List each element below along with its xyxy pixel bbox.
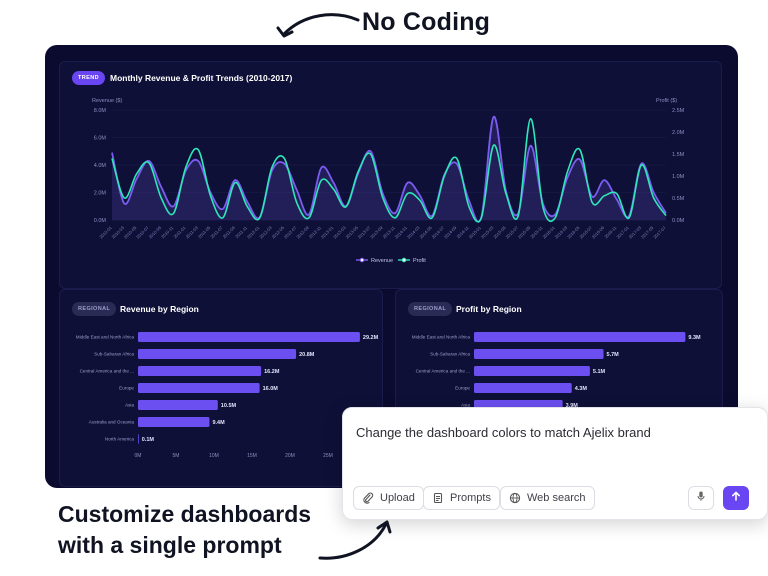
- bar-value-label: 5.7M: [607, 352, 620, 358]
- prompt-box[interactable]: Change the dashboard colors to match Aje…: [342, 407, 768, 520]
- bar-value-label: 29.2M: [363, 335, 379, 341]
- legend-profit-label: Profit: [413, 258, 426, 264]
- trend-chart: 0.0M 2.0M 4.0M 6.0M 8.0M 0.0M 0.5M 1.0M 1.5M 2.0M…: [94, 108, 685, 264]
- x-tick-label: 2011-09: [222, 225, 237, 240]
- bar-category-label: Middle East and North Africa: [412, 335, 471, 340]
- bar-category-label: Central America and the ...: [80, 369, 134, 374]
- legend-profit-marker: [401, 257, 407, 263]
- y2-tick-label: 2.5M: [672, 108, 685, 114]
- upload-label: Upload: [380, 492, 415, 504]
- y-tick-label: 6.0M: [94, 136, 107, 142]
- web-search-button[interactable]: Web search: [500, 486, 595, 510]
- y2-tick-label: 1.0M: [672, 174, 685, 180]
- profit-bar-chart: Middle East and North Africa 9.3M Sub-Saha…: [412, 332, 701, 410]
- bar-category-label: Europe: [119, 386, 134, 391]
- bar: [138, 417, 210, 427]
- revenue-panel: REGIONAL Revenue by Region Middle East a…: [59, 289, 383, 487]
- revenue-area: [112, 116, 666, 222]
- x-tick-label: 2017-07: [652, 225, 667, 240]
- bar: [138, 434, 139, 444]
- bar-category-label: Sub-Saharan Africa: [430, 352, 470, 357]
- web-search-label: Web search: [527, 492, 586, 504]
- microphone-icon: [695, 489, 707, 507]
- bar-value-label: 16.2M: [264, 369, 280, 375]
- x-tick-label: 5M: [173, 453, 180, 459]
- bar-category-label: Asia: [461, 403, 470, 408]
- bar: [138, 383, 260, 393]
- trend-tag: TREND: [72, 71, 105, 85]
- bar-value-label: 16.0M: [263, 386, 279, 392]
- caption-line-1: Customize dashboards: [58, 501, 312, 527]
- bar-category-label: Sub-Saharan Africa: [94, 352, 134, 357]
- y-tick-label: 0.0M: [94, 218, 107, 224]
- y2-tick-label: 0.0M: [672, 218, 685, 224]
- bar: [138, 349, 297, 359]
- x-tick-label: 2010-09: [148, 225, 163, 240]
- bar: [474, 332, 686, 342]
- revenue-tag: REGIONAL: [72, 302, 117, 316]
- x-tick-label: 25M: [323, 453, 333, 459]
- caption-line-2: with a single prompt: [58, 532, 282, 558]
- left-axis-label: Revenue ($): [92, 98, 123, 104]
- bar-value-label: 5.1M: [593, 369, 606, 375]
- x-tick-label: 2014-09: [443, 225, 458, 240]
- trend-title: Monthly Revenue & Profit Trends (2010-20…: [110, 73, 293, 83]
- y-tick-label: 4.0M: [94, 163, 107, 169]
- bar: [474, 349, 604, 359]
- revenue-title: Revenue by Region: [120, 304, 199, 314]
- bar-value-label: 4.3M: [575, 386, 588, 392]
- bar-category-label: North America: [105, 437, 135, 442]
- legend-revenue-label: Revenue: [371, 258, 393, 264]
- bar-category-label: Asia: [125, 403, 134, 408]
- mic-button[interactable]: [688, 486, 714, 510]
- headline: No Coding: [362, 8, 491, 36]
- legend-revenue-marker: [359, 257, 365, 263]
- send-button[interactable]: [723, 486, 749, 510]
- x-tick-label: 2016-09: [591, 225, 606, 240]
- trend-panel: TREND Monthly Revenue & Profit Trends (2…: [59, 61, 722, 289]
- profit-line: [111, 117, 667, 223]
- y-tick-label: 8.0M: [94, 108, 107, 114]
- revenue-bar-chart: Middle East and North Africa 29.2M Sub-Sah…: [76, 332, 379, 459]
- bar: [138, 366, 262, 376]
- x-tick-label: 0M: [135, 453, 142, 459]
- y-tick-label: 2.0M: [94, 191, 107, 197]
- y2-tick-label: 2.0M: [672, 130, 685, 136]
- x-tick-label: 15M: [247, 453, 257, 459]
- bar: [138, 332, 360, 342]
- profit-tag: REGIONAL: [408, 302, 453, 316]
- y2-tick-label: 0.5M: [672, 196, 685, 202]
- prompts-label: Prompts: [450, 492, 491, 504]
- document-icon: [432, 492, 444, 504]
- prompt-input[interactable]: Change the dashboard colors to match Aje…: [356, 425, 651, 440]
- bar: [138, 400, 218, 410]
- x-tick-label: 10M: [209, 453, 219, 459]
- bar-value-label: 20.8M: [299, 352, 315, 358]
- right-axis-label: Profit ($): [656, 98, 678, 104]
- caption: Customize dashboards with a single promp…: [58, 499, 311, 561]
- bar-value-label: 3.9M: [566, 403, 579, 409]
- bar-category-label: Europe: [455, 386, 470, 391]
- bar: [474, 366, 590, 376]
- upload-button[interactable]: Upload: [353, 486, 424, 510]
- paperclip-icon: [362, 492, 374, 504]
- bar-category-label: Middle East and North Africa: [76, 335, 135, 340]
- prompts-button[interactable]: Prompts: [423, 486, 500, 510]
- bar-value-label: 0.1M: [142, 437, 155, 443]
- x-tick-label: 2012-09: [295, 225, 310, 240]
- bar-category-label: Australia and Oceania: [89, 420, 135, 425]
- bar-value-label: 10.5M: [221, 403, 237, 409]
- curved-arrow-icon: [318, 520, 392, 560]
- bar-value-label: 9.3M: [688, 335, 701, 341]
- x-tick-label: 20M: [285, 453, 295, 459]
- arrow-up-icon: [730, 489, 742, 507]
- bar-category-label: Central America and the ...: [416, 369, 470, 374]
- bar-value-label: 9.4M: [212, 420, 225, 426]
- curved-arrow-icon: [276, 13, 360, 38]
- y2-tick-label: 1.5M: [672, 152, 685, 158]
- profit-title: Profit by Region: [456, 304, 522, 314]
- globe-icon: [509, 492, 521, 504]
- bar: [474, 383, 572, 393]
